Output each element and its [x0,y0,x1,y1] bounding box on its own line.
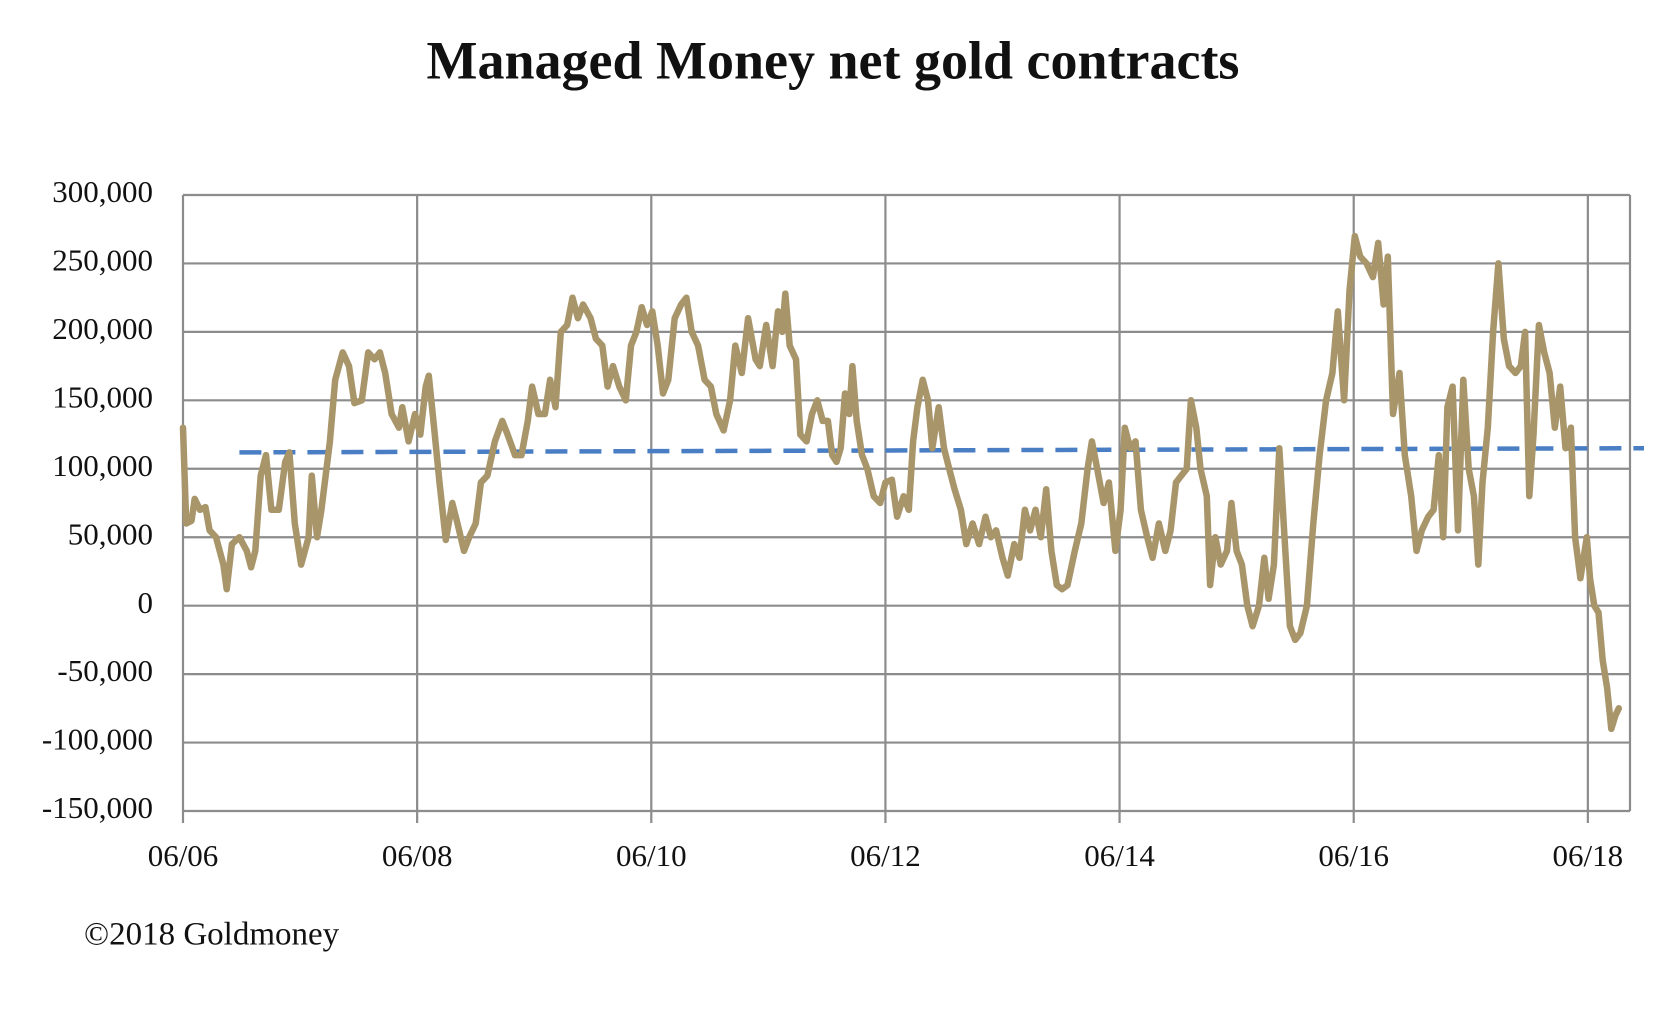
y-tick-label: 300,000 [52,174,153,209]
source-note: ©2018 Goldmoney [84,917,340,953]
x-tick-label: 06/10 [616,838,687,873]
x-tick-label: 06/12 [850,838,921,873]
x-tick-label: 06/18 [1553,838,1624,873]
chart-title: Managed Money net gold contracts [427,30,1240,90]
y-tick-label: -150,000 [42,790,153,825]
y-tick-label: 0 [138,585,154,620]
y-tick-label: 100,000 [52,448,153,483]
y-tick-label: 250,000 [52,243,153,278]
x-tick-label: 06/14 [1084,838,1155,873]
y-tick-label: 50,000 [68,516,153,551]
data-line [179,232,1623,733]
reference-line [239,445,1645,455]
y-tick-label: 200,000 [52,311,153,346]
x-tick-label: 06/08 [382,838,453,873]
y-tick-label: -100,000 [42,722,153,757]
y-tick-label: 150,000 [52,379,153,414]
x-tick-label: 06/16 [1318,838,1389,873]
x-tick-label: 06/06 [148,838,219,873]
y-tick-label: -50,000 [57,653,153,688]
